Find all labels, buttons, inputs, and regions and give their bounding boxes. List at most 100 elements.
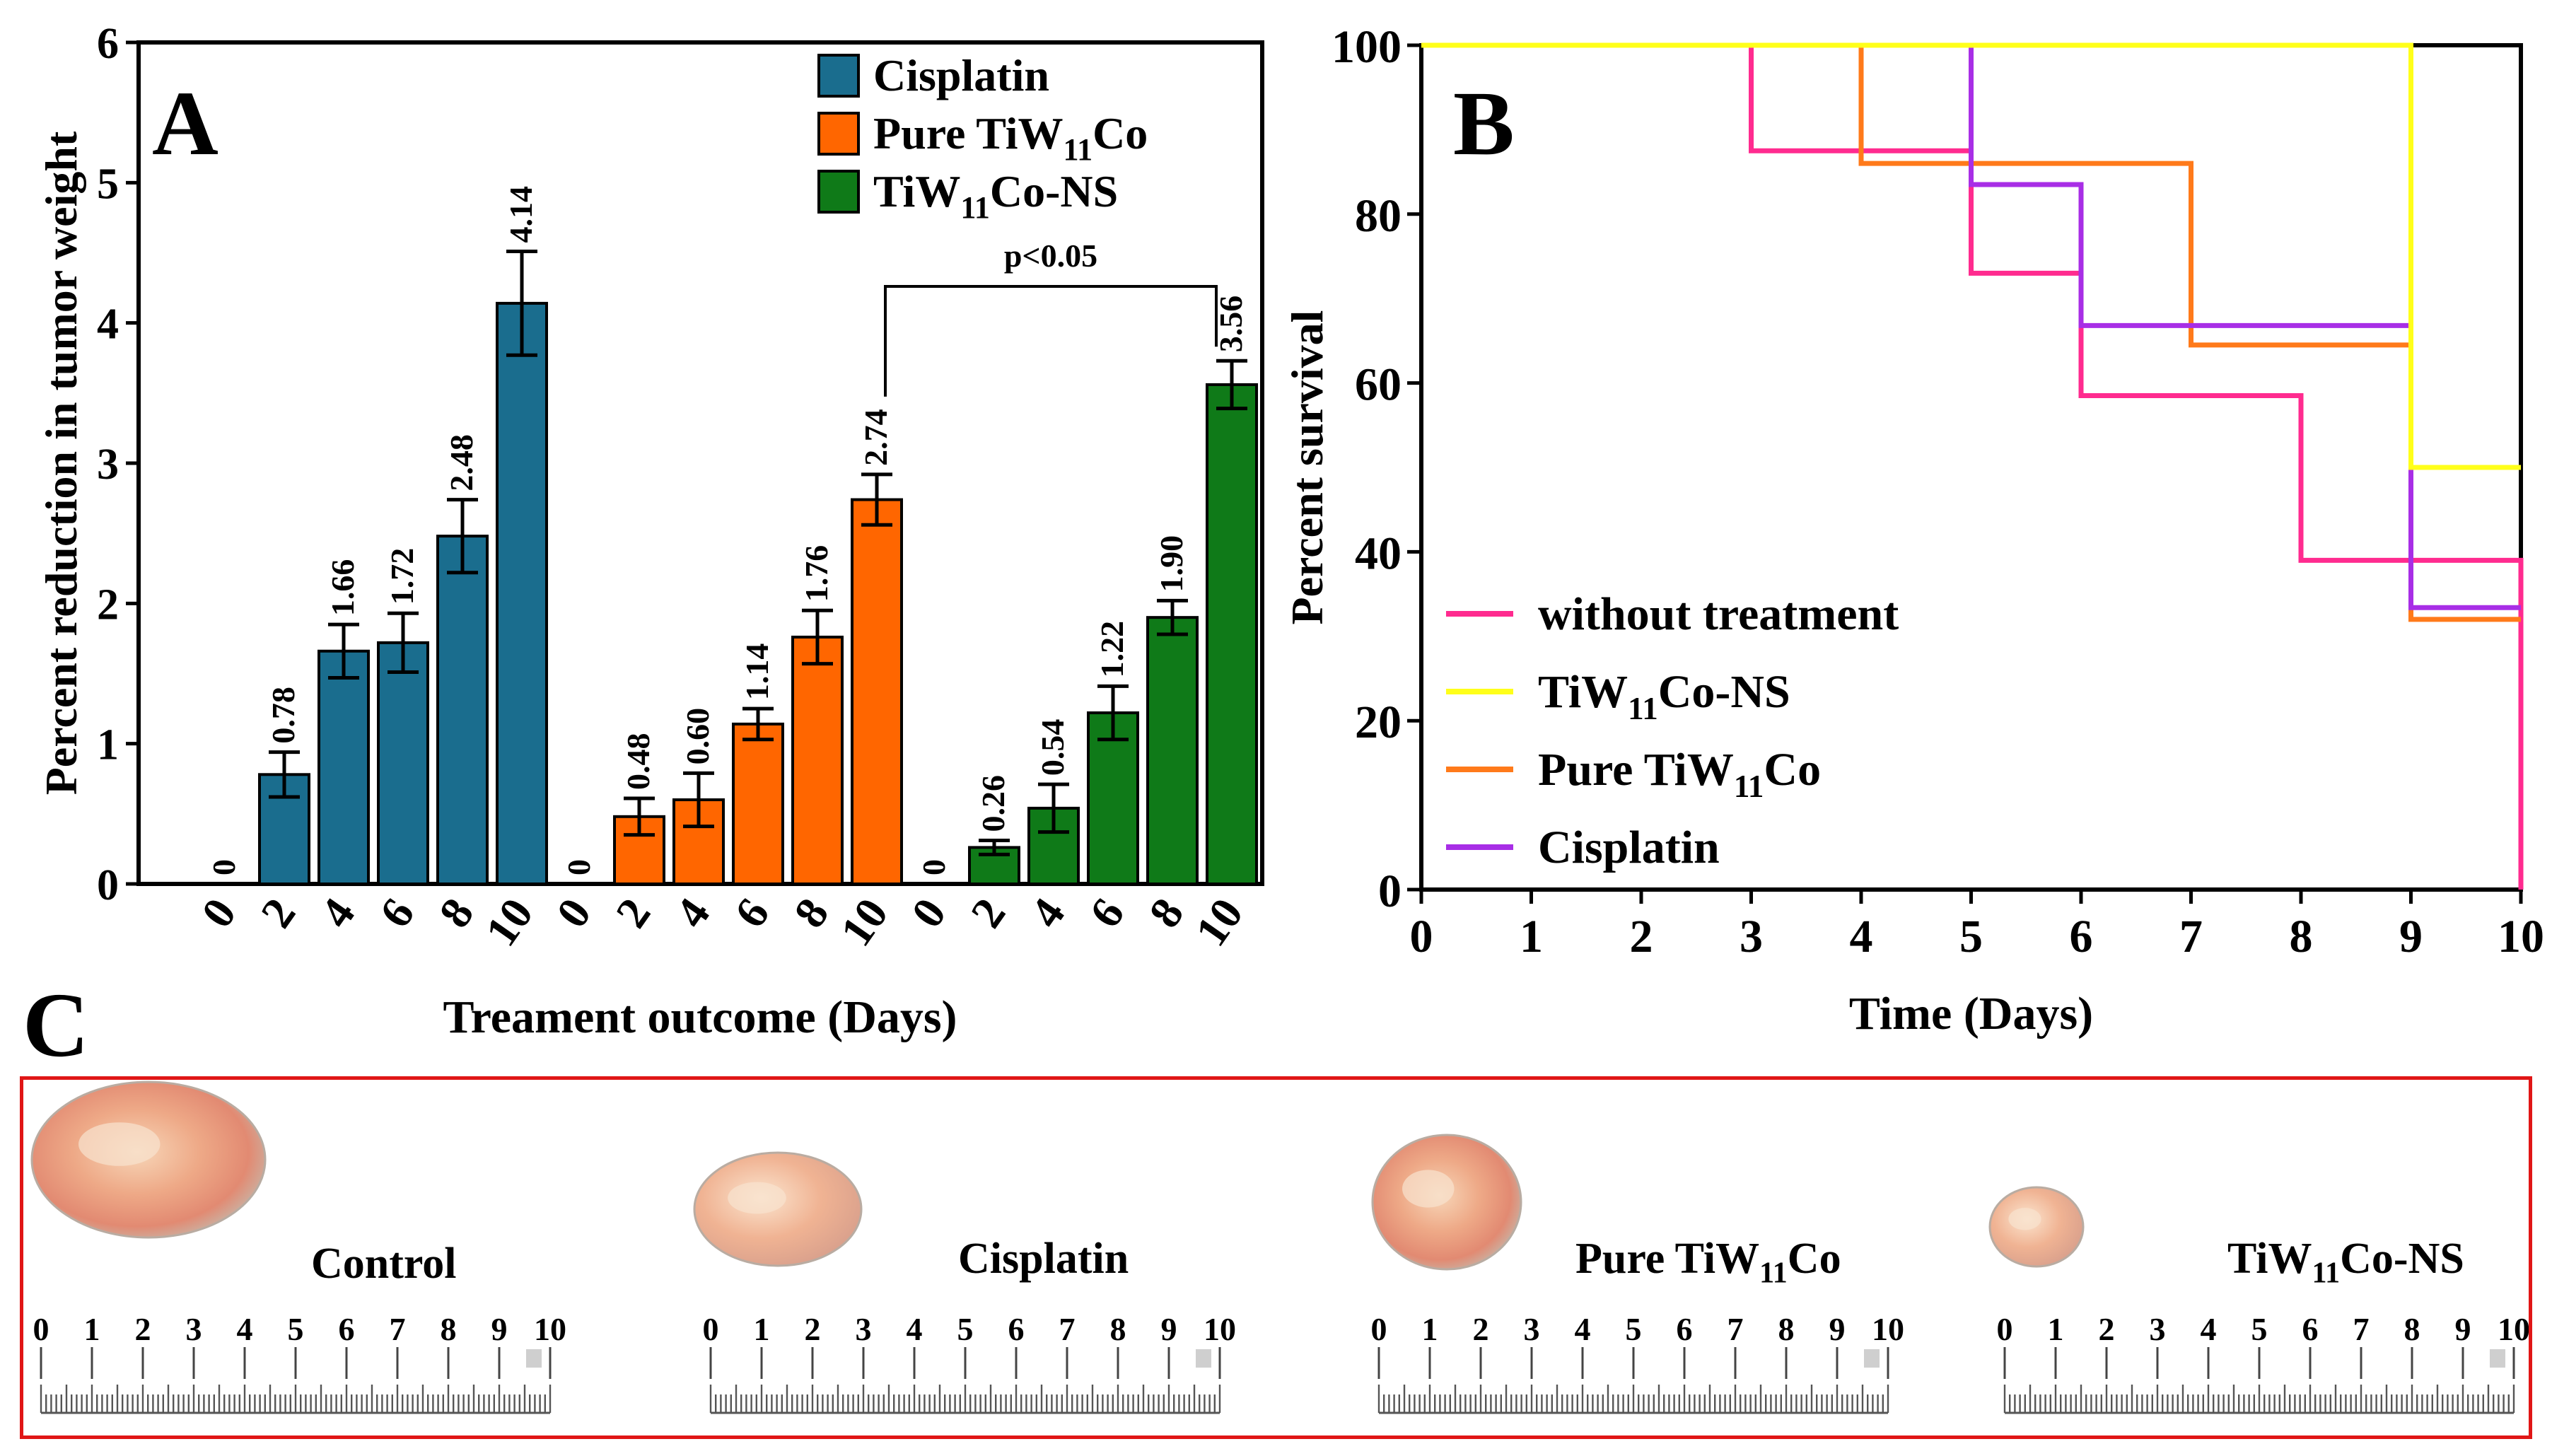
y-tick-label: 5	[97, 160, 119, 208]
x-tick-label: 9	[2399, 911, 2423, 962]
x-tick-label: 10	[2498, 911, 2544, 962]
x-tick-label: 6	[1080, 889, 1134, 936]
data-label: 0.48	[620, 733, 656, 791]
ruler-2: 0 1 2 3 4 5 6 7 8 9 10	[1371, 1311, 1904, 1414]
x-tick-label: 8	[2290, 911, 2313, 962]
survival-line-3	[1421, 42, 2521, 610]
ruler-number: 6	[339, 1311, 355, 1347]
ruler-number: 10	[1872, 1311, 1904, 1347]
data-label: 1.22	[1094, 621, 1130, 678]
data-label: 0	[206, 859, 242, 875]
data-label: 0.60	[680, 708, 716, 765]
x-tick-label: 6	[370, 889, 424, 936]
ruler-number: 4	[2201, 1311, 2217, 1347]
ruler-number: 8	[2404, 1311, 2420, 1347]
ruler-number: 0	[1997, 1311, 2013, 1347]
bar-0-5	[496, 301, 548, 885]
ruler-number: 9	[491, 1311, 508, 1347]
ruler-number: 4	[1575, 1311, 1591, 1347]
y-tick-label: 2	[97, 581, 119, 629]
x-tick-label: 0	[192, 889, 246, 936]
y-tick-label: 0	[97, 861, 119, 909]
x-tick-label: 4	[1850, 911, 1873, 962]
y-tick-label: 1	[97, 721, 119, 769]
tumor-highlight	[78, 1122, 161, 1166]
data-label: 0.78	[265, 687, 301, 744]
legend-swatch	[817, 112, 860, 156]
photo-label-ns: TiW11Co-NS	[2227, 1235, 2464, 1290]
ruler-number: 10	[1204, 1311, 1236, 1347]
ruler-number: 0	[703, 1311, 719, 1347]
y-tick-label: 4	[97, 301, 119, 349]
tumor-photos-frame	[20, 1076, 2532, 1439]
ruler-number: 3	[1524, 1311, 1540, 1347]
data-label: 0	[561, 859, 597, 875]
y-tick-label: 80	[1355, 190, 1402, 242]
legend-label: TiW11Co-NS	[1538, 666, 1790, 726]
y-tick-label: 40	[1355, 528, 1402, 579]
data-label: 1.66	[325, 559, 361, 617]
ruler-number: 3	[186, 1311, 202, 1347]
x-tick-label: 0	[547, 889, 601, 936]
legend-swatch	[817, 170, 860, 214]
ruler-number: 4	[907, 1311, 923, 1347]
x-tick-label: 2	[606, 889, 660, 936]
bar-2-5	[1206, 383, 1258, 885]
x-tick-label: 0	[902, 889, 956, 936]
data-label: 0	[916, 859, 952, 875]
ruler-number: 8	[1778, 1311, 1795, 1347]
x-tick-label: 10	[476, 889, 543, 955]
ruler-number: 8	[1110, 1311, 1126, 1347]
data-label: 0.26	[975, 775, 1011, 832]
x-tick-label: 10	[1186, 889, 1253, 955]
ruler-number: 9	[2455, 1311, 2471, 1347]
data-label: 2.74	[858, 409, 894, 466]
x-tick-label: 4	[1020, 889, 1075, 936]
bar-1-5	[851, 498, 903, 885]
y-tick-label: 20	[1355, 697, 1402, 748]
x-axis-label: Treament outcome (Days)	[443, 991, 957, 1043]
ruler-number: 1	[754, 1311, 770, 1347]
legend-label: Pure TiW11Co	[1538, 744, 1821, 804]
legend-swatch	[817, 54, 860, 98]
x-tick-label: 2	[1630, 911, 1653, 962]
x-tick-label: 8	[784, 889, 839, 936]
y-tick-label: 0	[1378, 866, 1402, 917]
ruler-number: 9	[1829, 1311, 1846, 1347]
ruler-marker	[526, 1349, 542, 1368]
legend-label: Cisplatin	[1538, 822, 1720, 873]
legend-label: TiW11Co-NS	[873, 166, 1118, 225]
x-tick-label: 5	[1959, 911, 1983, 962]
legend-label: Pure TiW11Co	[873, 108, 1148, 167]
ruler-number: 6	[1008, 1311, 1025, 1347]
x-tick-label: 7	[2179, 911, 2203, 962]
ruler-number: 6	[1677, 1311, 1693, 1347]
x-tick-label: 6	[725, 889, 779, 936]
ruler-number: 5	[957, 1311, 974, 1347]
bar-chart-panel: 0 1 2 3 4 5 6 Percent reduction in tumor weight…	[36, 20, 1264, 1043]
x-tick-label: 2	[961, 889, 1015, 936]
significance-label: p<0.05	[1004, 238, 1097, 274]
data-label: 1.14	[739, 643, 775, 701]
tumor-image-1	[693, 1151, 863, 1267]
ruler-number: 1	[84, 1311, 100, 1347]
panel-label-a: A	[152, 73, 219, 175]
y-tick-label: 60	[1355, 359, 1402, 411]
ruler-3: 0 1 2 3 4 5 6 7 8 9 10	[1997, 1311, 2530, 1414]
x-tick-label: 4	[665, 889, 720, 936]
ruler-marker	[1864, 1349, 1880, 1368]
significance-bracket	[884, 285, 1218, 397]
ruler-number: 2	[1473, 1311, 1489, 1347]
ruler-marker	[2490, 1349, 2505, 1368]
bar-0-4	[436, 535, 489, 886]
x-tick-label: 10	[831, 889, 898, 955]
x-tick-label: 0	[1410, 911, 1433, 962]
bar-0-3	[377, 641, 429, 885]
ruler-number: 7	[1727, 1311, 1744, 1347]
data-label: 1.72	[384, 548, 420, 605]
tumor-highlight	[728, 1182, 786, 1214]
panel-label-c: C	[23, 974, 89, 1076]
y-axis-label: Percent reduction in tumor weight	[36, 131, 86, 795]
x-tick-label: 3	[1740, 911, 1763, 962]
photo-label-cisplatin: Cisplatin	[958, 1235, 1129, 1283]
